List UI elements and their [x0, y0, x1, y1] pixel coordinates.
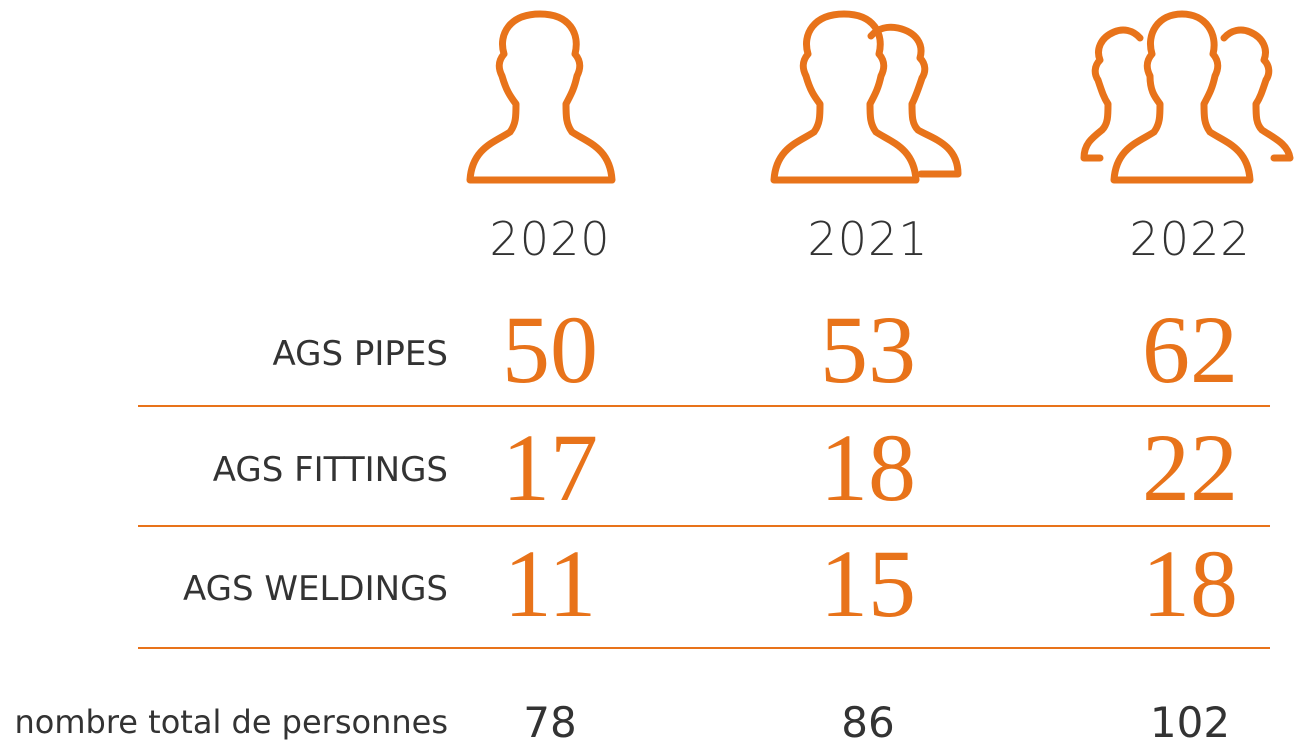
total-2020: 78 — [523, 698, 577, 747]
value-pipes-2021: 53 — [820, 296, 916, 403]
year-2022: 2022 — [1129, 212, 1251, 266]
row-divider — [138, 647, 1270, 649]
value-fittings-2020: 17 — [502, 414, 598, 521]
row-label-ags-weldings: AGS WELDINGS — [182, 569, 448, 609]
value-weldings-2021: 15 — [820, 530, 916, 637]
three-people-icon — [1080, 10, 1294, 184]
value-weldings-2020: 11 — [503, 530, 597, 637]
value-weldings-2022: 18 — [1142, 530, 1238, 637]
year-2020: 2020 — [489, 212, 611, 266]
row-divider — [138, 525, 1270, 527]
row-label-ags-fittings: AGS FITTINGS — [212, 450, 448, 490]
year-2021: 2021 — [807, 212, 929, 266]
total-label: nombre total de personnes — [14, 703, 449, 741]
total-2021: 86 — [841, 698, 895, 747]
two-people-icon — [770, 10, 962, 184]
value-fittings-2021: 18 — [820, 414, 916, 521]
value-pipes-2022: 62 — [1142, 296, 1238, 403]
row-divider — [138, 405, 1270, 407]
total-2022: 102 — [1149, 698, 1231, 747]
row-label-ags-pipes: AGS PIPES — [272, 334, 449, 374]
value-pipes-2020: 50 — [502, 296, 598, 403]
value-fittings-2022: 22 — [1142, 414, 1238, 521]
single-person-icon — [466, 10, 616, 184]
